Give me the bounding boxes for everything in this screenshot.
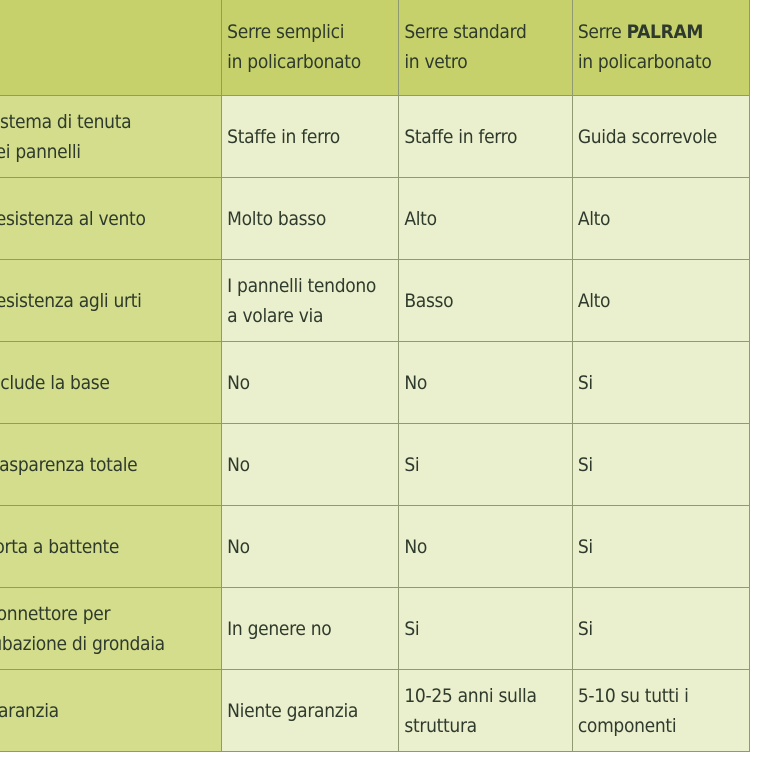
row-label: Garanzia: [0, 669, 223, 752]
cell-standard-glass: Basso: [398, 259, 573, 342]
row-label: Include la base: [0, 341, 223, 424]
row-label: Connettore per tubazione di grondaia: [0, 587, 223, 670]
cell-palram: Alto: [571, 177, 751, 260]
row-label: Trasparenza totale: [0, 423, 223, 506]
cell-standard-glass: No: [398, 341, 573, 424]
header-standard-glass: Serre standard in vetro: [398, 0, 573, 96]
cell-palram: Si: [571, 505, 751, 588]
cell-simple-polycarbonate: No: [221, 423, 400, 506]
row-label: Sistema di tenuta dei pannelli: [0, 95, 223, 178]
cell-palram: Alto: [571, 259, 751, 342]
cell-simple-polycarbonate: No: [221, 341, 400, 424]
table-row: Resistenza al vento Molto basso Alto Alto: [0, 177, 751, 260]
cell-standard-glass: 10-25 anni sulla struttura: [398, 669, 573, 752]
header-palram-brand: PALRAM: [626, 21, 704, 43]
cell-standard-glass: Si: [398, 423, 573, 506]
cell-palram: Si: [571, 587, 751, 670]
header-row: Serre semplici in policarbonato Serre st…: [0, 0, 751, 96]
table-row: Trasparenza totale No Si Si: [0, 423, 751, 506]
row-label: Resistenza al vento: [0, 177, 223, 260]
header-corner: [0, 0, 223, 96]
cell-simple-polycarbonate: I pannelli tendono a volare via: [221, 259, 400, 342]
cell-palram: Si: [571, 341, 751, 424]
cell-simple-polycarbonate: Staffe in ferro: [221, 95, 400, 178]
table-row: Resistenza agli urti I pannelli tendono a…: [0, 259, 751, 342]
cell-simple-polycarbonate: No: [221, 505, 400, 588]
cell-palram: Si: [571, 423, 751, 506]
cell-simple-polycarbonate: Molto basso: [221, 177, 400, 260]
cell-simple-polycarbonate: Niente garanzia: [221, 669, 400, 752]
row-label: Porta a battente: [0, 505, 223, 588]
cell-standard-glass: Si: [398, 587, 573, 670]
header-palram: Serre PALRAM in policarbonato: [571, 0, 751, 96]
cell-palram: Guida scorrevole: [571, 95, 751, 178]
cell-palram: 5-10 su tutti i componenti: [571, 669, 751, 752]
comparison-table: Serre semplici in policarbonato Serre st…: [0, 0, 751, 752]
header-palram-prefix: Serre: [577, 21, 627, 43]
header-simple-polycarbonate: Serre semplici in policarbonato: [221, 0, 400, 96]
row-label: Resistenza agli urti: [0, 259, 223, 342]
cell-standard-glass: No: [398, 505, 573, 588]
cell-standard-glass: Alto: [398, 177, 573, 260]
cell-standard-glass: Staffe in ferro: [398, 95, 573, 178]
header-palram-suffix: in policarbonato: [577, 51, 712, 73]
cell-simple-polycarbonate: In genere no: [221, 587, 400, 670]
